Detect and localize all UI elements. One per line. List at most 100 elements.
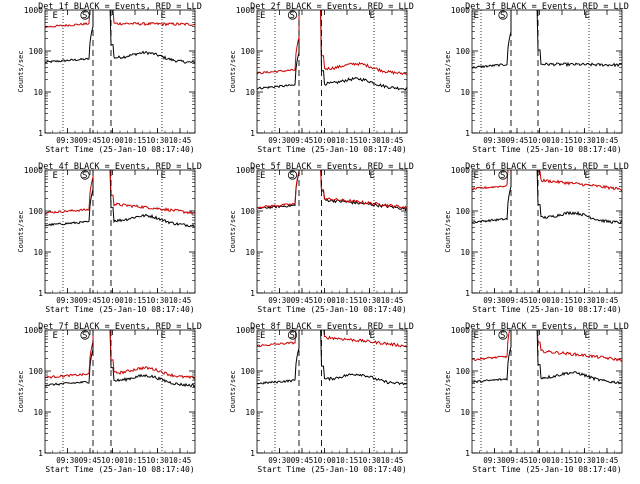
series-line-lld-pre bbox=[45, 10, 91, 29]
series-line-events-post bbox=[536, 330, 622, 385]
y-tick-label: 1000 bbox=[236, 326, 255, 335]
x-tick-label: 10:45 bbox=[596, 456, 619, 465]
y-tick-label: 100 bbox=[29, 47, 44, 56]
x-tick-label: 10:30 bbox=[573, 136, 596, 145]
marker-label-e: E bbox=[474, 331, 479, 341]
series-line-events-pre bbox=[45, 170, 94, 227]
x-tick-label: 10:45 bbox=[381, 456, 404, 465]
x-tick-label: 10:15 bbox=[124, 456, 147, 465]
panel-title: Det 1f BLACK = Events, RED = LLD bbox=[38, 2, 202, 12]
marker-circle bbox=[287, 330, 298, 340]
y-tick-label: 1 bbox=[250, 129, 255, 138]
y-tick-label: 1 bbox=[250, 449, 255, 458]
y-axis-label: Counts/sec bbox=[444, 370, 452, 412]
series-line-events-post bbox=[320, 10, 407, 91]
marker-label-e: E bbox=[474, 171, 479, 181]
x-tick-label: 10:15 bbox=[336, 296, 359, 305]
x-tick-label: 10:15 bbox=[551, 136, 574, 145]
marker-label-e2: E bbox=[161, 331, 166, 341]
y-tick-label: 100 bbox=[29, 367, 44, 376]
y-tick-label: 10 bbox=[460, 408, 470, 417]
series-line-lld-pre bbox=[45, 330, 94, 379]
x-tick-label: 09:30 bbox=[268, 296, 291, 305]
x-tick-label: 10:00 bbox=[528, 456, 551, 465]
y-tick-label: 1000 bbox=[451, 326, 470, 335]
y-tick-label: 1000 bbox=[236, 6, 255, 15]
series-line-lld-post bbox=[109, 170, 195, 215]
y-tick-label: 10 bbox=[460, 88, 470, 97]
x-axis-label: Start Time (25-Jan-10 08:17:40) bbox=[45, 305, 194, 314]
plot-frame bbox=[471, 329, 623, 454]
x-tick-label: 09:45 bbox=[291, 456, 314, 465]
x-tick-label: 10:30 bbox=[358, 296, 381, 305]
marker-label-e2: E bbox=[585, 171, 590, 181]
series-line-events-pre bbox=[45, 330, 94, 387]
x-tick-label: 10:15 bbox=[124, 296, 147, 305]
marker-label-s: S bbox=[82, 331, 87, 341]
x-axis-label: Start Time (25-Jan-10 08:17:40) bbox=[257, 305, 406, 314]
plot-frame bbox=[44, 329, 196, 454]
y-tick-label: 1 bbox=[38, 449, 43, 458]
x-tick-label: 10:45 bbox=[169, 296, 192, 305]
marker-label-e: E bbox=[474, 11, 479, 21]
marker-circle bbox=[80, 10, 90, 20]
x-axis-label: Start Time (25-Jan-10 08:17:40) bbox=[472, 465, 621, 474]
y-tick-label: 100 bbox=[241, 47, 256, 56]
x-tick-label: 09:30 bbox=[483, 456, 506, 465]
plot-frame bbox=[471, 169, 623, 294]
marker-circle bbox=[287, 170, 298, 180]
y-tick-label: 10 bbox=[245, 408, 255, 417]
x-tick-label: 10:15 bbox=[336, 456, 359, 465]
y-tick-label: 100 bbox=[241, 367, 256, 376]
x-tick-label: 10:00 bbox=[101, 296, 124, 305]
x-tick-label: 10:00 bbox=[101, 136, 124, 145]
x-axis-label: Start Time (25-Jan-10 08:17:40) bbox=[472, 145, 621, 154]
x-tick-label: 10:45 bbox=[596, 136, 619, 145]
marker-label-e2: E bbox=[161, 11, 166, 21]
x-tick-label: 10:00 bbox=[101, 456, 124, 465]
marker-label-e2: E bbox=[585, 331, 590, 341]
marker-label-s: S bbox=[290, 11, 295, 21]
panel-title: Det 6f BLACK = Events, RED = LLD bbox=[465, 162, 629, 172]
marker-label-e: E bbox=[53, 331, 58, 341]
x-tick-label: 10:00 bbox=[313, 456, 336, 465]
y-tick-label: 10 bbox=[33, 408, 43, 417]
plot-frame bbox=[44, 9, 196, 134]
y-tick-label: 10 bbox=[460, 248, 470, 257]
marker-label-e2: E bbox=[585, 11, 590, 21]
y-tick-label: 100 bbox=[456, 207, 471, 216]
series-line-lld-pre bbox=[45, 170, 94, 215]
marker-label-e2: E bbox=[370, 171, 375, 181]
series-line-events-post bbox=[109, 10, 195, 64]
marker-label-e: E bbox=[260, 11, 265, 21]
x-tick-label: 09:30 bbox=[268, 456, 291, 465]
plot-frame bbox=[256, 329, 408, 454]
y-axis-label: Counts/sec bbox=[229, 370, 237, 412]
series-line-lld-post bbox=[536, 330, 622, 362]
y-tick-label: 10 bbox=[245, 248, 255, 257]
x-tick-label: 10:00 bbox=[528, 136, 551, 145]
marker-label-e2: E bbox=[161, 171, 166, 181]
x-tick-label: 10:45 bbox=[169, 136, 192, 145]
y-axis-label: Counts/sec bbox=[229, 210, 237, 252]
marker-label-s: S bbox=[290, 331, 295, 341]
marker-label-s: S bbox=[82, 11, 87, 21]
x-axis-label: Start Time (25-Jan-10 08:17:40) bbox=[45, 465, 194, 474]
x-tick-label: 10:00 bbox=[528, 296, 551, 305]
marker-label-e2: E bbox=[370, 331, 375, 341]
series-line-events-pre bbox=[472, 10, 512, 69]
x-axis-label: Start Time (25-Jan-10 08:17:40) bbox=[257, 145, 406, 154]
plot-frame bbox=[471, 9, 623, 134]
x-tick-label: 09:45 bbox=[291, 136, 314, 145]
x-tick-label: 10:45 bbox=[381, 296, 404, 305]
x-tick-label: 10:45 bbox=[381, 136, 404, 145]
marker-label-s: S bbox=[500, 11, 505, 21]
panel-title: Det 7f BLACK = Events, RED = LLD bbox=[38, 322, 202, 332]
